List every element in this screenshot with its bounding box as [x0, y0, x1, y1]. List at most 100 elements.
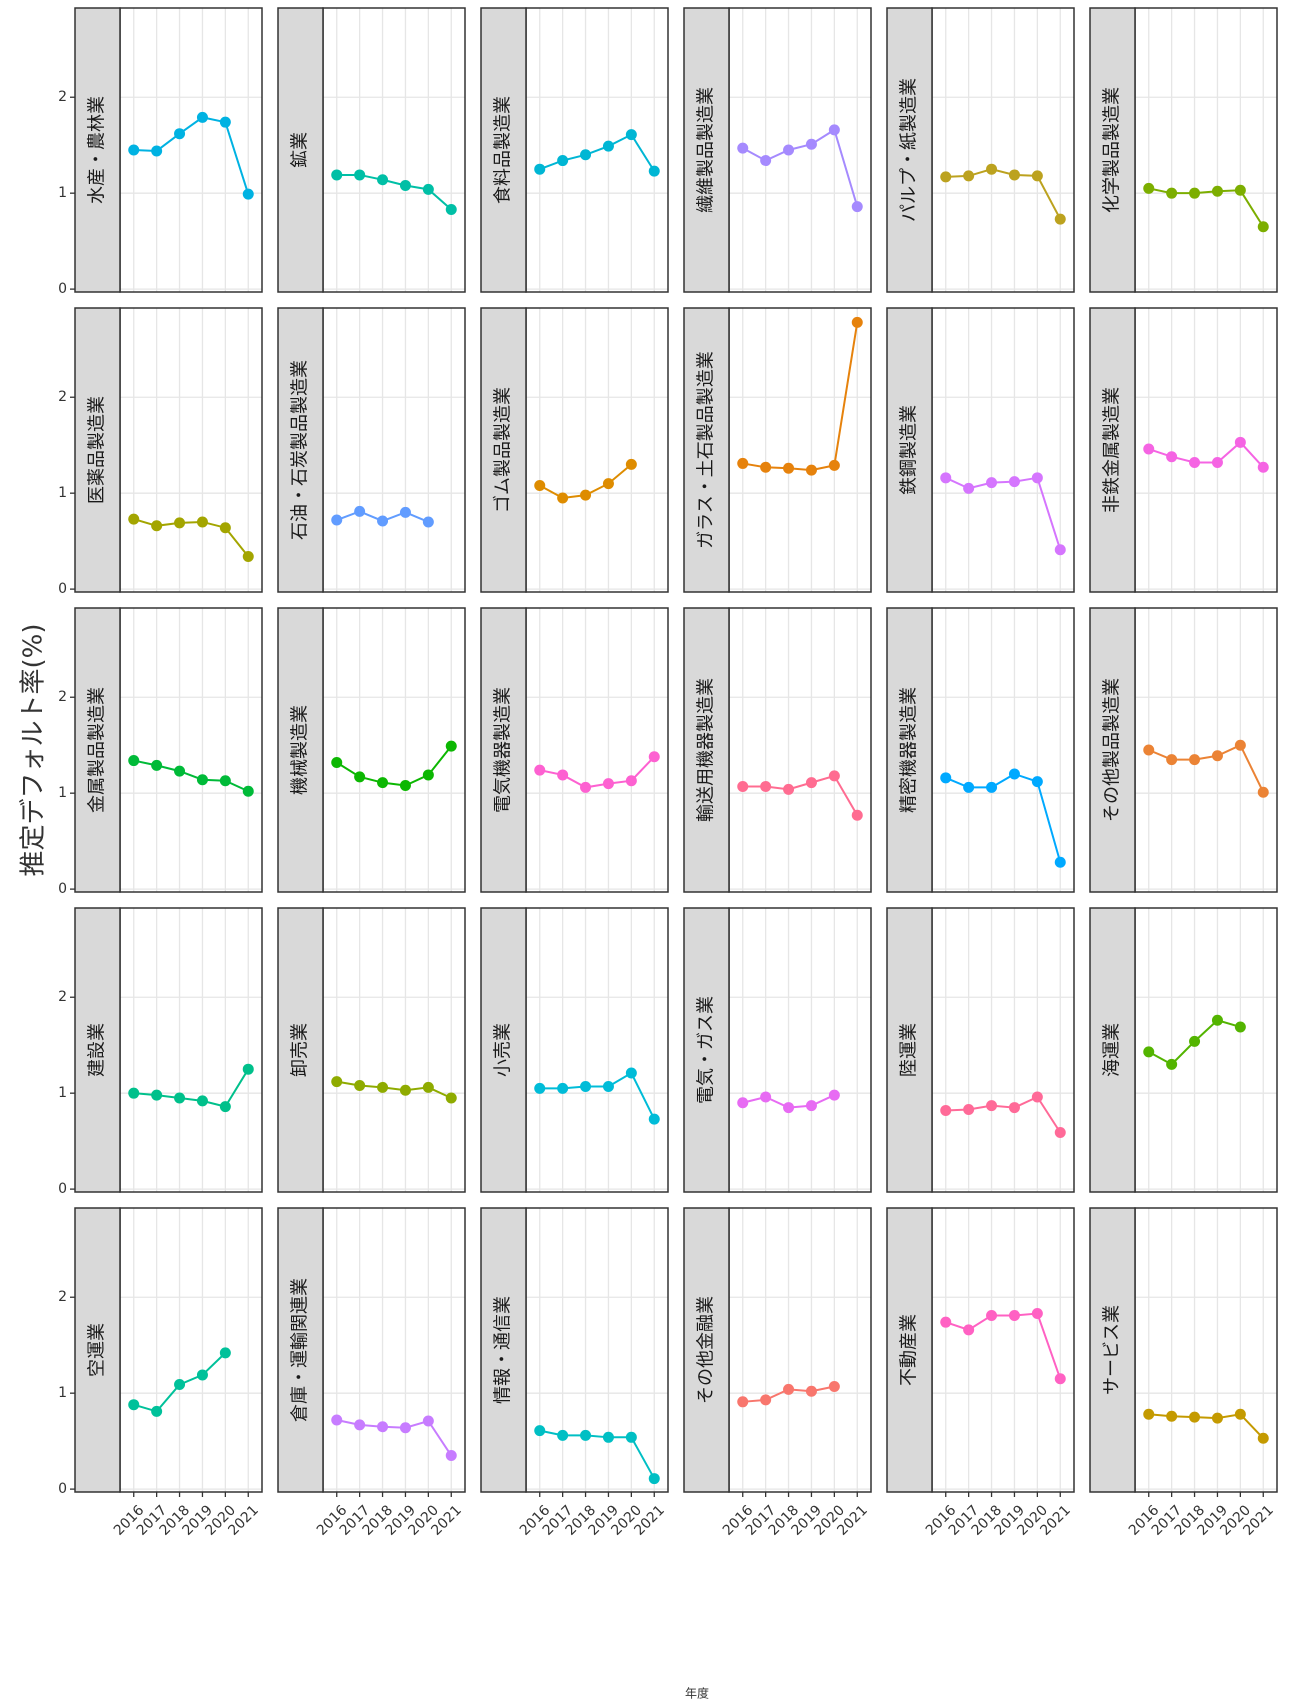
- point: [331, 1076, 343, 1088]
- point: [196, 1095, 208, 1107]
- y-tick-label: 1: [58, 1385, 67, 1401]
- point: [1189, 1411, 1201, 1423]
- y-tick-label: 2: [58, 1289, 67, 1305]
- point: [1234, 1408, 1246, 1420]
- y-tick-label: 0: [58, 881, 67, 897]
- point: [331, 756, 343, 768]
- panel-background: [526, 1208, 668, 1492]
- point: [377, 777, 389, 789]
- point: [534, 1082, 546, 1094]
- point: [557, 769, 569, 781]
- point: [805, 777, 817, 789]
- point: [805, 138, 817, 150]
- point: [354, 1419, 366, 1431]
- strip-label: 空運業: [87, 1323, 108, 1377]
- strip: [683, 7, 730, 293]
- point: [219, 1347, 231, 1359]
- point: [625, 775, 637, 787]
- strip-label: 電気・ガス業: [696, 996, 717, 1104]
- point: [1257, 221, 1269, 233]
- strip-label: ガラス・土石製品製造業: [696, 351, 717, 549]
- point: [963, 482, 975, 494]
- point: [851, 809, 863, 821]
- strip: [277, 7, 324, 293]
- strip-label: 非鉄金属製造業: [1102, 387, 1123, 513]
- point: [1189, 456, 1201, 468]
- panel-background: [526, 608, 668, 892]
- point: [242, 785, 254, 797]
- point: [128, 1399, 140, 1411]
- point: [557, 1082, 569, 1094]
- point: [760, 780, 772, 792]
- strip-label: 機械製造業: [290, 705, 311, 795]
- point: [534, 480, 546, 491]
- point: [399, 1084, 411, 1096]
- point: [940, 772, 952, 784]
- point: [828, 459, 840, 471]
- point: [219, 1101, 231, 1113]
- point: [196, 111, 208, 123]
- panel-background: [1135, 608, 1277, 892]
- point: [580, 1429, 592, 1441]
- panel-background: [932, 608, 1074, 892]
- strip-label: 金属製品製造業: [87, 687, 108, 813]
- strip-label: 精密機器製造業: [899, 687, 920, 813]
- point: [602, 1080, 614, 1092]
- point: [580, 781, 592, 793]
- point: [1143, 744, 1155, 756]
- point: [1234, 1021, 1246, 1033]
- point: [1234, 739, 1246, 751]
- strip: [886, 7, 933, 293]
- panel-background: [932, 908, 1074, 1192]
- strip: [1089, 1207, 1136, 1493]
- point: [1054, 544, 1066, 556]
- point: [602, 1431, 614, 1443]
- strip-label: ゴム製品製造業: [493, 387, 514, 513]
- strip: [886, 607, 933, 893]
- strip: [277, 607, 324, 893]
- strip: [1089, 607, 1136, 893]
- strip-label: 小売業: [493, 1023, 514, 1077]
- point: [174, 128, 186, 140]
- strip: [1089, 7, 1136, 293]
- point: [737, 1396, 749, 1408]
- point: [174, 517, 186, 529]
- point: [219, 775, 231, 787]
- point: [986, 781, 998, 793]
- point: [1008, 768, 1020, 780]
- panel-background: [729, 308, 871, 592]
- point: [422, 516, 434, 528]
- strip: [480, 7, 527, 293]
- strip: [1089, 907, 1136, 1193]
- point: [422, 769, 434, 781]
- point: [805, 1385, 817, 1397]
- point: [422, 1081, 434, 1093]
- panel-background: [323, 1208, 465, 1492]
- strip-label: 医薬品製造業: [87, 396, 108, 504]
- point: [783, 1102, 795, 1114]
- point: [1054, 856, 1066, 868]
- strip-label: 情報・通信業: [493, 1296, 514, 1404]
- panel-background: [526, 908, 668, 1192]
- point: [354, 505, 366, 517]
- panel-background: [120, 908, 262, 1192]
- point: [1166, 187, 1178, 199]
- point: [1189, 187, 1201, 199]
- point: [151, 1405, 163, 1417]
- panel-background: [120, 308, 262, 592]
- panel-background: [1135, 1208, 1277, 1492]
- point: [1031, 1308, 1043, 1320]
- point: [602, 478, 614, 490]
- point: [1031, 170, 1043, 182]
- point: [1166, 451, 1178, 463]
- strip: [886, 1207, 933, 1493]
- y-axis-label: 推定デフォルト率(%): [19, 624, 49, 877]
- point: [1031, 472, 1043, 484]
- strip: [480, 1207, 527, 1493]
- panel-background: [729, 8, 871, 292]
- point: [128, 755, 140, 767]
- strip-label: 繊維製品製造業: [696, 87, 717, 213]
- strip: [74, 307, 121, 593]
- point: [648, 1113, 660, 1125]
- point: [1211, 185, 1223, 197]
